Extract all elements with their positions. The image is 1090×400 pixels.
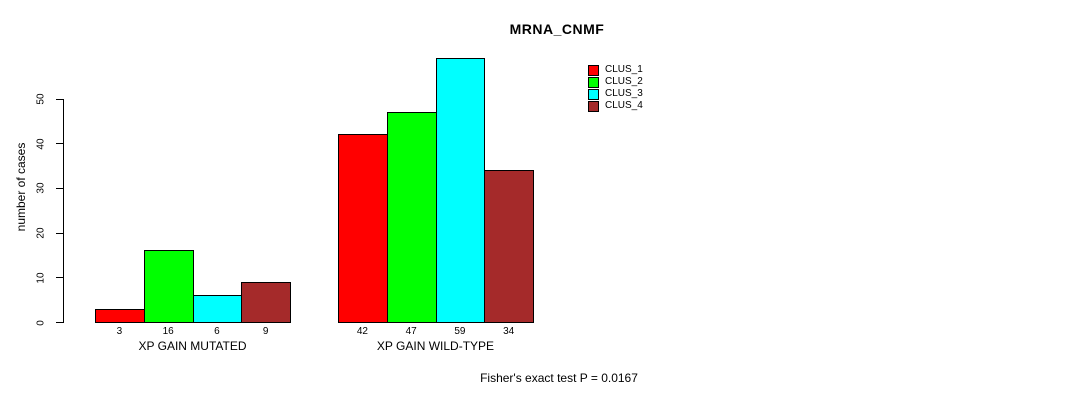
legend-swatch-icon <box>588 100 599 112</box>
legend-label: CLUS_1 <box>605 64 643 75</box>
bar-value-label: 34 <box>503 326 515 337</box>
bar-clus_4-1 <box>241 281 291 323</box>
y-tick-label: 40 <box>35 138 47 150</box>
y-tick-label: 10 <box>35 272 47 284</box>
legend-item-clus_4: CLUS_4 <box>588 100 643 112</box>
y-tick-mark <box>56 277 63 279</box>
y-tick-label: 50 <box>35 93 47 105</box>
bar-value-label: 3 <box>116 326 123 337</box>
bar-value-label: 47 <box>405 326 417 337</box>
legend-swatch-icon <box>588 76 599 88</box>
bar-clus_4-2 <box>484 170 534 323</box>
y-tick-label: 20 <box>35 227 47 239</box>
legend-label: CLUS_4 <box>605 100 643 111</box>
y-tick-mark <box>56 187 63 189</box>
legend-swatch-icon <box>588 88 599 100</box>
legend-swatch-icon <box>588 64 599 76</box>
footnote: Fisher's exact test P = 0.0167 <box>480 371 638 385</box>
legend-label: CLUS_2 <box>605 76 643 87</box>
bar-clus_1-2 <box>338 134 388 323</box>
y-axis-line <box>63 98 64 323</box>
chart-title: MRNA_CNMF <box>509 21 605 37</box>
y-tick-label: 0 <box>35 319 47 326</box>
legend-item-clus_2: CLUS_2 <box>588 76 643 88</box>
bar-clus_1-1 <box>95 308 145 323</box>
y-tick-mark <box>56 143 63 145</box>
bar-clus_3-1 <box>192 295 243 323</box>
y-tick-mark <box>56 232 63 234</box>
y-axis-label: number of cases <box>14 142 28 232</box>
bar-value-label: 59 <box>454 326 466 337</box>
legend: CLUS_1 CLUS_2 CLUS_3 CLUS_4 <box>588 64 643 112</box>
bar-clus_2-1 <box>143 250 194 323</box>
y-tick-mark <box>56 322 63 323</box>
x-category-label: XP GAIN WILD-TYPE <box>376 339 495 353</box>
bar-value-label: 9 <box>262 326 269 337</box>
y-tick-mark <box>56 98 63 100</box>
bar-value-label: 16 <box>162 326 174 337</box>
legend-item-clus_3: CLUS_3 <box>588 88 643 100</box>
y-tick-label: 30 <box>35 182 47 194</box>
bar-clus_2-2 <box>386 111 437 323</box>
legend-label: CLUS_3 <box>605 88 643 99</box>
legend-item-clus_1: CLUS_1 <box>588 64 643 76</box>
bar-value-label: 6 <box>214 326 220 337</box>
bar-clus_3-2 <box>435 58 486 323</box>
x-category-label: XP GAIN MUTATED <box>138 339 247 353</box>
bar-value-label: 42 <box>356 326 368 337</box>
